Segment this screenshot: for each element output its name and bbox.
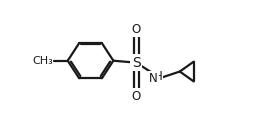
Text: CH₃: CH₃ <box>32 56 53 66</box>
Text: H: H <box>154 70 162 83</box>
Text: O: O <box>132 23 141 36</box>
Text: N: N <box>149 72 158 85</box>
Text: S: S <box>132 56 141 70</box>
Text: O: O <box>132 90 141 103</box>
